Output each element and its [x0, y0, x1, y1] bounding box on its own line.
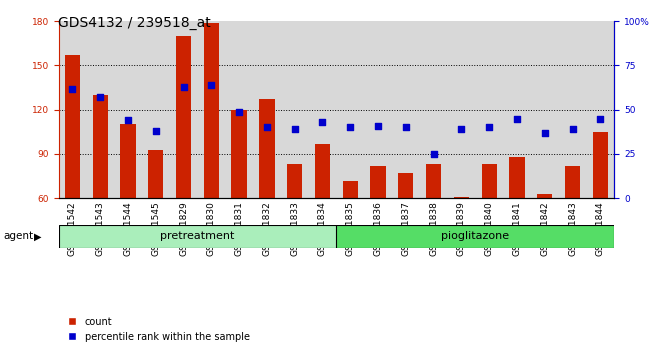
Bar — [142, 21, 170, 198]
Point — [400, 125, 411, 130]
Text: ▶: ▶ — [34, 231, 42, 241]
Point — [317, 119, 328, 125]
Legend: count, percentile rank within the sample: count, percentile rank within the sample — [63, 313, 254, 346]
Bar — [120, 125, 136, 198]
Bar — [337, 21, 364, 198]
Point — [234, 109, 244, 114]
Bar — [259, 99, 274, 198]
Bar — [281, 21, 309, 198]
Bar — [510, 157, 525, 198]
Point — [95, 95, 105, 100]
Point — [373, 123, 384, 129]
Bar — [309, 21, 337, 198]
Bar — [364, 21, 392, 198]
Bar — [475, 21, 503, 198]
Text: pretreatment: pretreatment — [161, 231, 235, 241]
Bar — [58, 225, 337, 248]
Point — [428, 151, 439, 157]
Bar — [86, 21, 114, 198]
Text: agent: agent — [3, 231, 33, 241]
Bar — [231, 110, 247, 198]
Bar — [198, 21, 225, 198]
Bar — [398, 173, 413, 198]
Bar — [558, 21, 586, 198]
Bar — [503, 21, 531, 198]
Text: GDS4132 / 239518_at: GDS4132 / 239518_at — [58, 16, 211, 30]
Bar — [370, 166, 385, 198]
Point — [456, 126, 467, 132]
Bar — [315, 144, 330, 198]
Bar — [253, 21, 281, 198]
Bar — [531, 21, 559, 198]
Point — [567, 126, 578, 132]
Text: pioglitazone: pioglitazone — [441, 231, 510, 241]
Bar — [114, 21, 142, 198]
Bar — [343, 181, 358, 198]
Bar — [420, 21, 447, 198]
Bar — [58, 21, 86, 198]
Point — [595, 116, 606, 121]
Point — [345, 125, 356, 130]
Bar — [454, 197, 469, 198]
Bar — [170, 21, 198, 198]
Bar — [392, 21, 420, 198]
Bar — [565, 166, 580, 198]
Bar — [148, 149, 163, 198]
Bar — [92, 95, 108, 198]
Point — [123, 118, 133, 123]
Point — [67, 86, 77, 91]
Bar — [482, 164, 497, 198]
Point — [512, 116, 522, 121]
Bar — [593, 132, 608, 198]
Bar — [65, 55, 80, 198]
Bar — [226, 21, 253, 198]
Point — [206, 82, 216, 88]
Bar — [203, 23, 219, 198]
Point — [178, 84, 188, 90]
Bar — [447, 21, 475, 198]
Bar — [426, 164, 441, 198]
Bar — [537, 194, 552, 198]
Bar — [176, 36, 191, 198]
Point — [484, 125, 495, 130]
Bar — [337, 225, 614, 248]
Point — [262, 125, 272, 130]
Point — [289, 126, 300, 132]
Bar — [287, 164, 302, 198]
Point — [540, 130, 550, 136]
Point — [151, 128, 161, 134]
Bar — [586, 21, 614, 198]
